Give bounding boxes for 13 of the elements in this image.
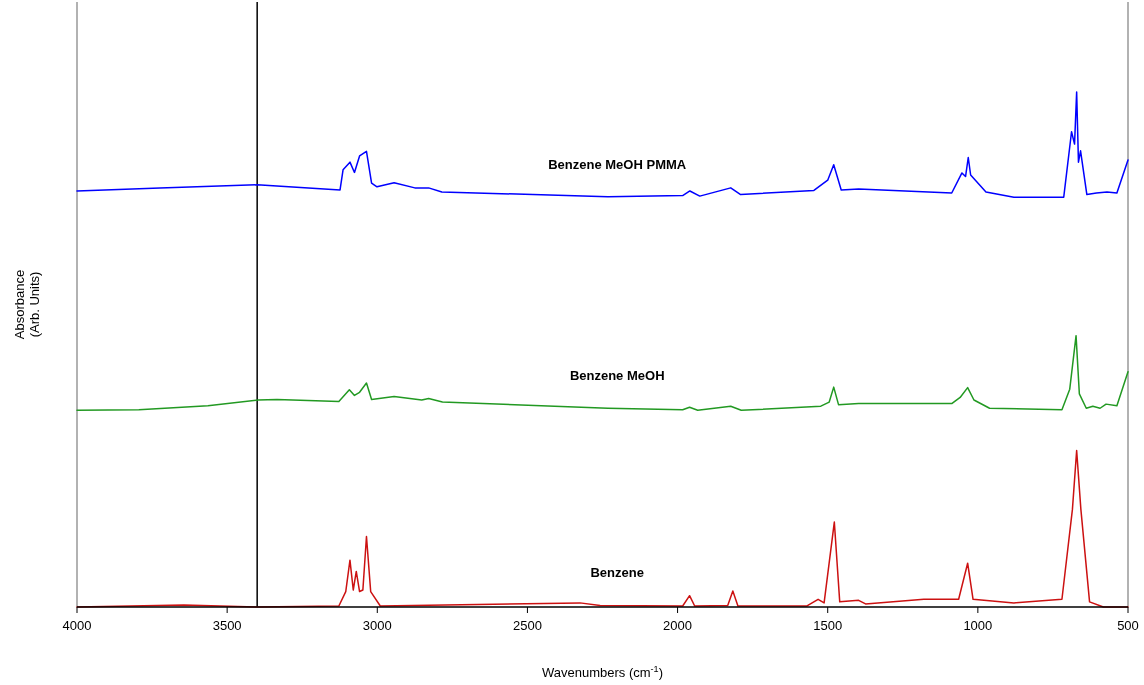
series-label: Benzene MeOH PMMA	[548, 156, 687, 172]
x-tick-label: 4000	[62, 618, 92, 633]
x-tick-label: 1000	[963, 618, 993, 633]
series-label: Benzene MeOH	[569, 368, 665, 384]
x-tick-label: 500	[1117, 618, 1139, 633]
x-tick-label: 2500	[512, 618, 542, 633]
x-tick-label: 2000	[663, 618, 693, 633]
y-axis-title: Absorbance (Arb. Units)	[12, 269, 42, 340]
x-tick-label: 3000	[362, 618, 392, 633]
series-label: Benzene	[590, 565, 644, 581]
x-tick-label: 3500	[212, 618, 242, 633]
x-axis-title: Wavenumbers (cm$^{-1}$)	[541, 664, 664, 680]
x-tick-label: 1500	[813, 618, 843, 633]
